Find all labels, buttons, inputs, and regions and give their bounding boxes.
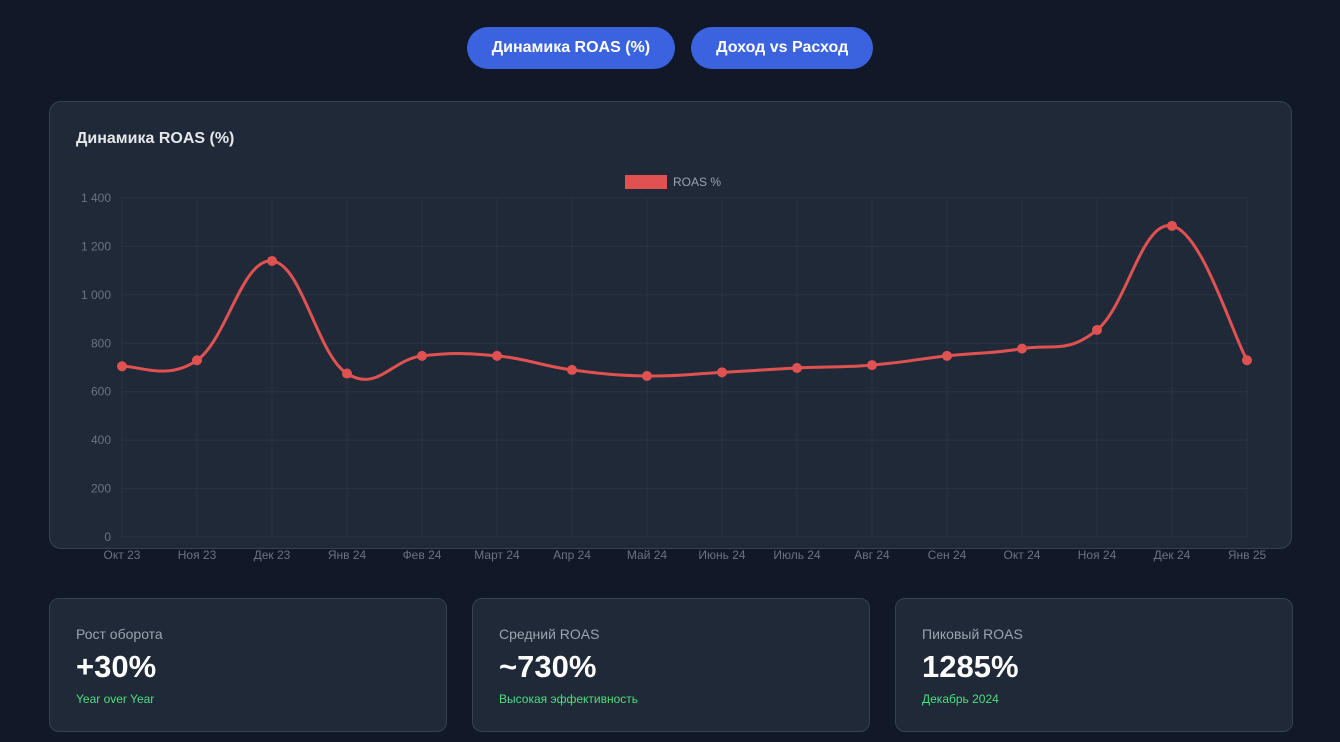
y-tick-label: 1 200: [81, 239, 111, 253]
stat-label: Пиковый ROAS: [922, 626, 1023, 642]
y-tick-label: 600: [91, 385, 111, 399]
x-tick-label: Дек 23: [254, 548, 291, 562]
chart-title: Динамика ROAS (%): [76, 130, 235, 147]
stat-value: ~730%: [499, 649, 597, 684]
x-tick-label: Авг 24: [854, 548, 890, 562]
data-point: [1167, 220, 1177, 231]
y-tick-label: 0: [104, 530, 111, 544]
data-point: [342, 368, 352, 379]
x-tick-label: Фев 24: [403, 548, 442, 562]
chart-tabs: Динамика ROAS (%) Доход vs Расход: [0, 27, 1340, 69]
y-tick-label: 200: [91, 482, 111, 496]
data-point: [867, 360, 877, 371]
x-tick-label: Март 24: [474, 548, 520, 562]
x-tick-label: Июнь 24: [698, 548, 746, 562]
stats-row: Рост оборота +30% Year over Year Средний…: [49, 598, 1294, 732]
data-point: [1092, 324, 1102, 335]
data-point: [717, 367, 727, 378]
data-point: [942, 350, 952, 361]
data-point: [192, 355, 202, 366]
stat-value: 1285%: [922, 649, 1019, 684]
data-point: [417, 350, 427, 361]
y-tick-label: 1 000: [81, 288, 111, 302]
data-point: [1017, 343, 1027, 354]
legend-label: ROAS %: [673, 175, 721, 189]
data-point: [267, 255, 277, 266]
data-point: [567, 364, 577, 375]
x-tick-label: Янв 24: [328, 548, 367, 562]
data-point: [792, 362, 802, 373]
data-point: [1242, 355, 1252, 366]
stat-subtitle: Высокая эффективность: [499, 692, 639, 706]
y-tick-label: 800: [91, 336, 111, 350]
x-tick-label: Окт 24: [1004, 548, 1041, 562]
y-tick-label: 400: [91, 433, 111, 447]
series-line-roas: [120, 224, 1249, 381]
tab-income-vs-expense[interactable]: Доход vs Расход: [691, 27, 874, 69]
stat-subtitle: Декабрь 2024: [922, 692, 999, 706]
legend-swatch: [625, 175, 667, 189]
data-point: [117, 361, 127, 372]
stat-label: Средний ROAS: [499, 626, 600, 642]
x-tick-label: Ноя 23: [178, 548, 217, 562]
x-tick-label: Ноя 24: [1078, 548, 1117, 562]
tab-roas-dynamics[interactable]: Динамика ROAS (%): [466, 27, 676, 69]
stat-card-turnover-growth: Рост оборота +30% Year over Year: [49, 598, 447, 732]
data-point: [492, 350, 502, 361]
data-point: [642, 370, 652, 381]
x-tick-label: Янв 25: [1228, 548, 1267, 562]
y-tick-label: 1 400: [81, 191, 111, 205]
x-tick-label: Дек 24: [1154, 548, 1191, 562]
stat-subtitle: Year over Year: [76, 692, 155, 706]
chart-card: Динамика ROAS (%) 0 200 400 600 800 1 000 1 20…: [49, 101, 1292, 562]
x-tick-label: Апр 24: [553, 548, 591, 562]
x-tick-label: Сен 24: [928, 548, 967, 562]
stat-card-average-roas: Средний ROAS ~730% Высокая эффективность: [472, 598, 870, 732]
stat-card-peak-roas: Пиковый ROAS 1285% Декабрь 2024: [895, 598, 1293, 732]
x-tick-label: Июль 24: [773, 548, 821, 562]
x-tick-label: Окт 23: [104, 548, 141, 562]
x-tick-label: Май 24: [627, 548, 668, 562]
stat-value: +30%: [76, 649, 157, 684]
stat-label: Рост оборота: [76, 626, 163, 642]
